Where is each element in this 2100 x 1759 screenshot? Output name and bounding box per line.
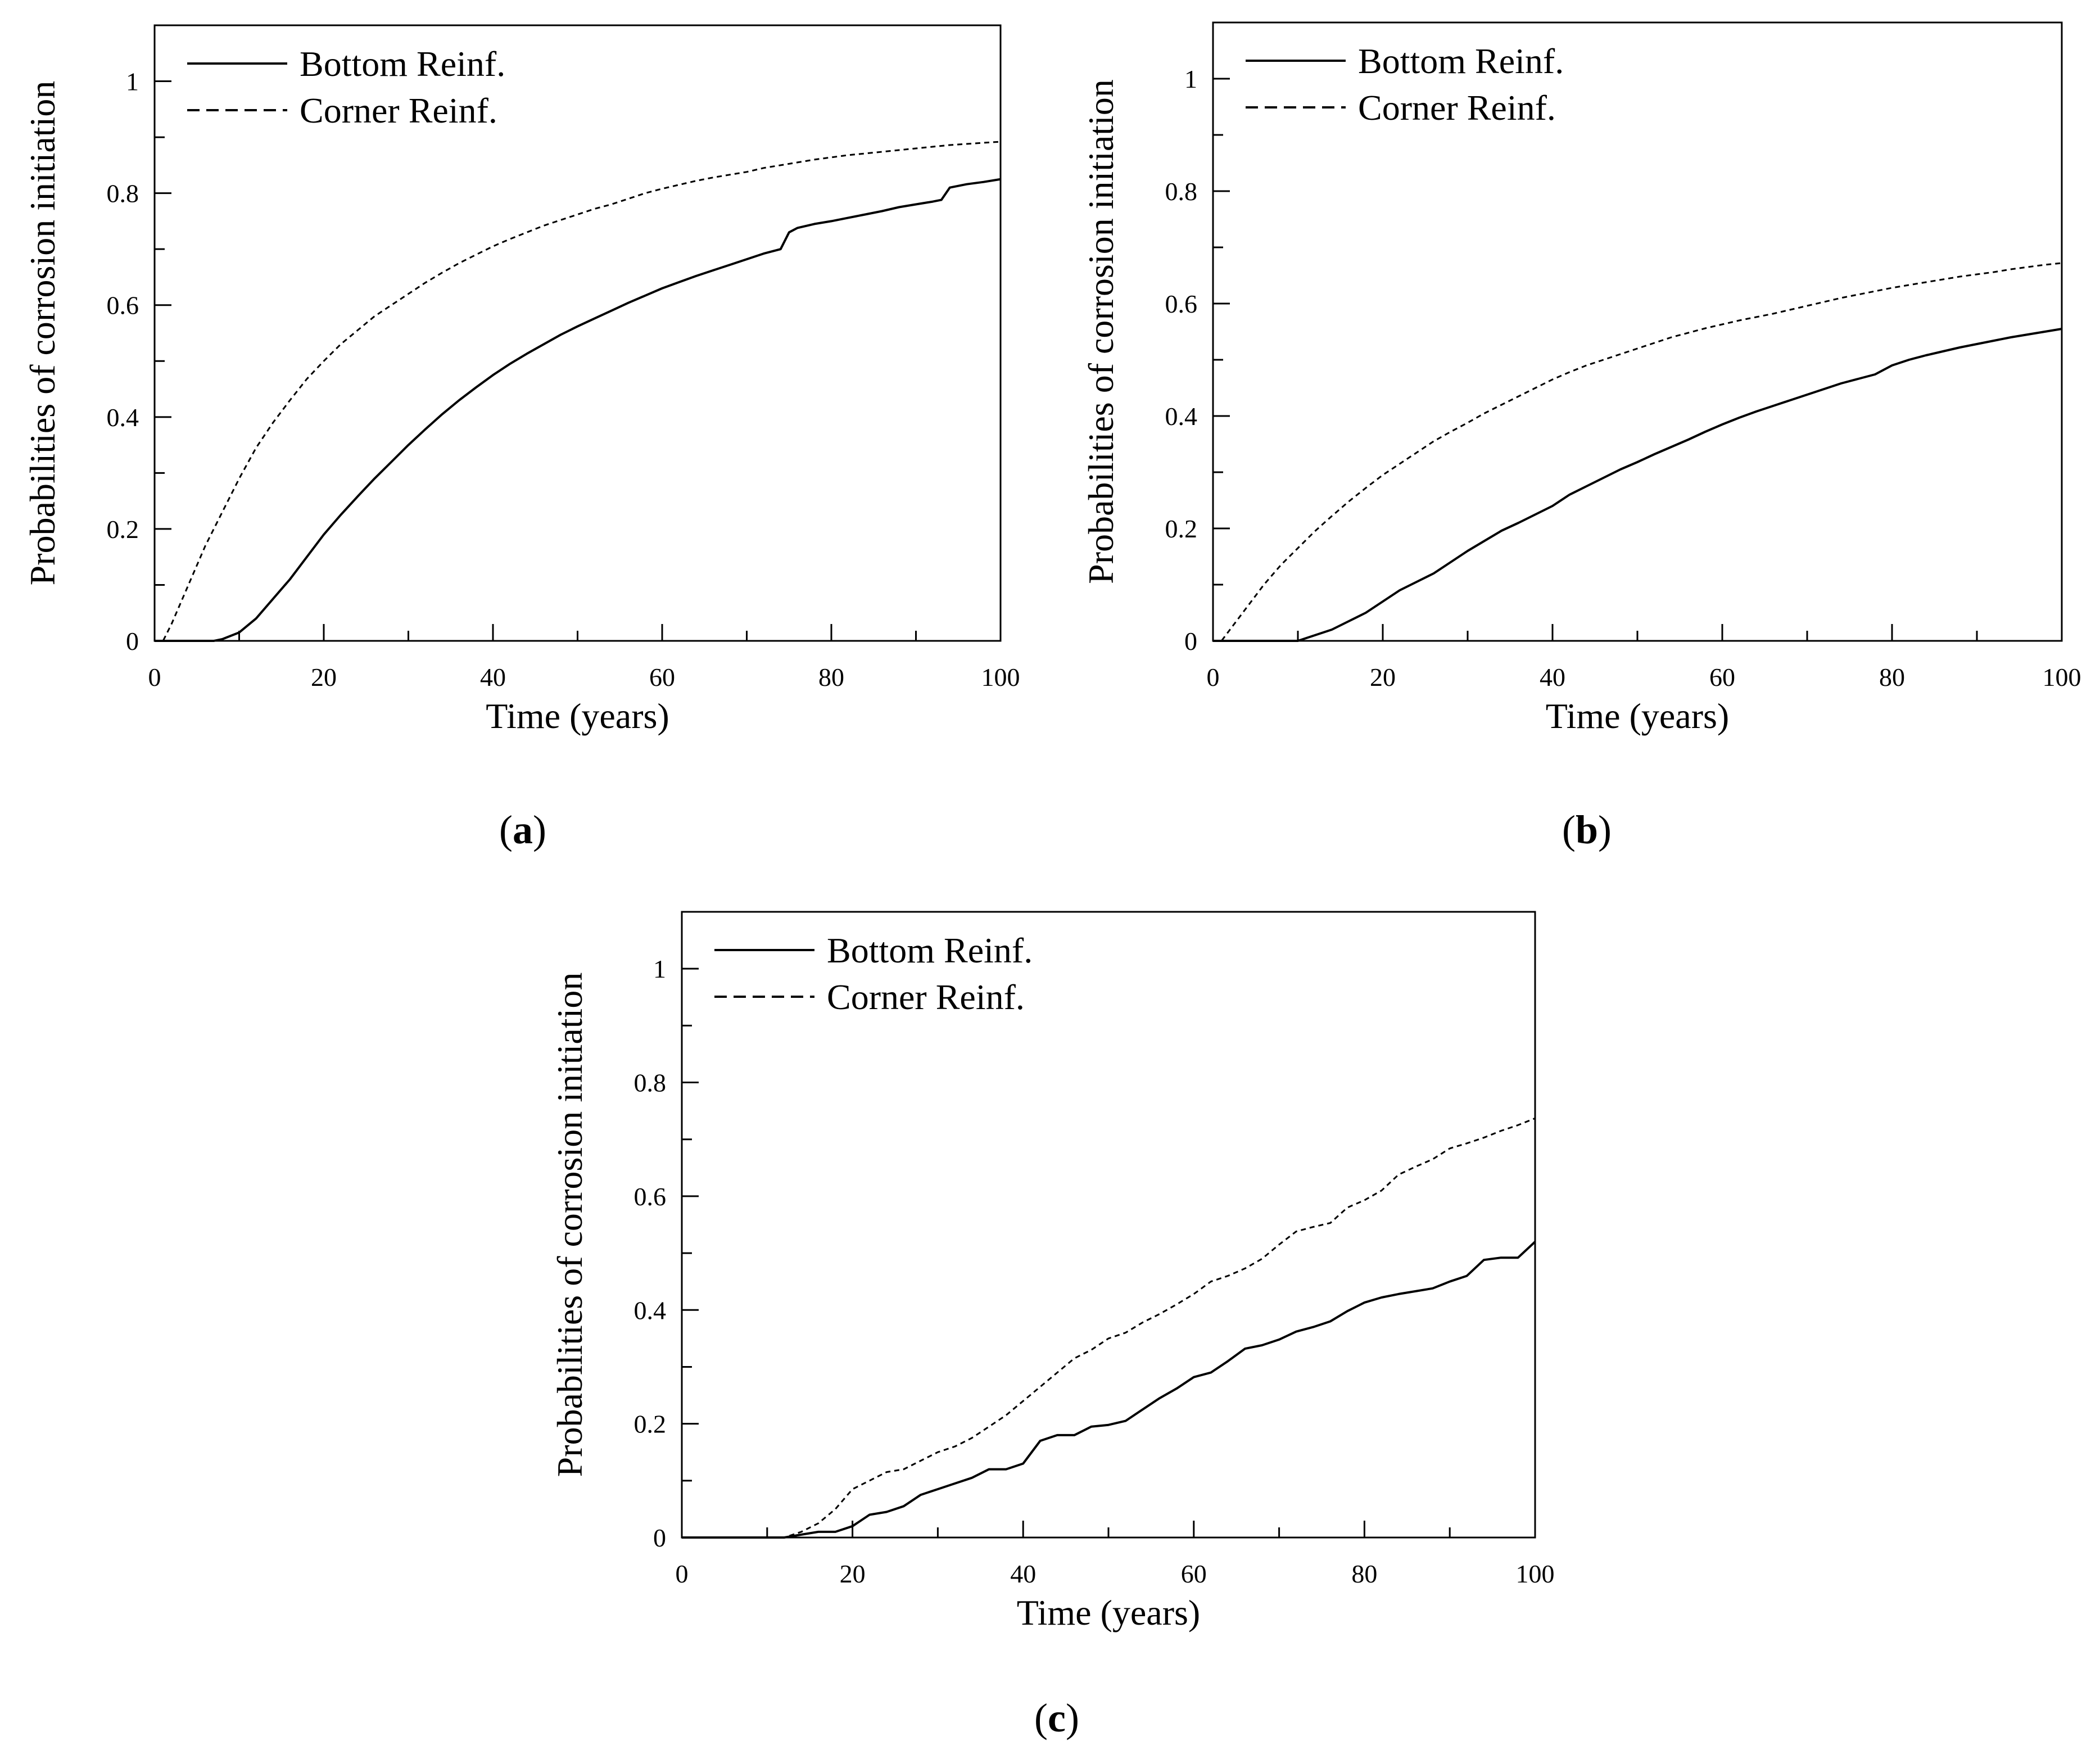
series-line-bottom-reinf (155, 178, 1001, 642)
series-line-bottom-reinf (682, 1241, 1536, 1539)
y-tick-label: 0.2 (1165, 514, 1198, 543)
y-tick-label: 0.4 (107, 403, 139, 432)
x-tick-label: 40 (1010, 1559, 1036, 1588)
x-tick-label: 40 (1540, 663, 1565, 691)
y-tick-label: 0.8 (107, 179, 139, 208)
y-tick-label: 0.2 (634, 1410, 667, 1439)
x-tick-label: 60 (649, 663, 675, 691)
x-tick-label: 100 (2043, 663, 2081, 691)
x-tick-label: 40 (480, 663, 506, 691)
legend-label-bottom-reinf: Bottom Reinf. (1358, 41, 1564, 81)
y-tick-label: 0 (653, 1523, 666, 1552)
y-tick-label: 0.4 (634, 1296, 667, 1324)
y-axis-title: Probabilities of corrosion initiation (22, 81, 62, 586)
legend-label-bottom-reinf: Bottom Reinf. (300, 44, 505, 84)
legend-label-corner-reinf: Corner Reinf. (1358, 88, 1556, 128)
x-tick-label: 0 (148, 663, 161, 691)
y-tick-label: 1 (653, 955, 666, 983)
x-tick-label: 20 (840, 1559, 866, 1588)
y-tick-label: 0.8 (1165, 177, 1198, 206)
series-line-bottom-reinf (1213, 328, 2062, 642)
series-line-corner-reinf (1213, 262, 2062, 642)
x-tick-label: 0 (1207, 663, 1220, 691)
y-tick-label: 0.8 (634, 1069, 667, 1097)
panel-label: (c) (1034, 1695, 1079, 1740)
x-tick-label: 80 (1879, 663, 1905, 691)
x-tick-label: 100 (1516, 1559, 1555, 1588)
legend-label-bottom-reinf: Bottom Reinf. (827, 930, 1033, 970)
legend-label-corner-reinf: Corner Reinf. (827, 977, 1025, 1017)
y-tick-label: 1 (1184, 65, 1197, 93)
x-tick-label: 80 (1351, 1559, 1377, 1588)
x-tick-label: 100 (981, 663, 1020, 691)
x-axis-title: Time (years) (486, 696, 669, 736)
y-axis-title: Probabilities of corrosion initiation (550, 973, 590, 1477)
chart-panel-c: 0 20 40 60 80 100 0 0.2 0.4 0.6 0.8 1 Time (years) Pr… (550, 911, 1555, 1740)
x-tick-label: 0 (676, 1559, 689, 1588)
series-line-corner-reinf (682, 1117, 1536, 1539)
y-tick-label: 0.6 (107, 291, 139, 320)
chart-panel-b: 0 20 40 60 80 100 0 0.2 0.4 0.6 0.8 1 Time (years) Pr… (1081, 21, 2081, 852)
x-tick-label: 20 (1370, 663, 1396, 691)
y-axis-title: Probabilities of corrosion initiation (1081, 79, 1121, 584)
x-tick-label: 60 (1181, 1559, 1207, 1588)
x-tick-label: 60 (1709, 663, 1735, 691)
x-tick-label: 20 (311, 663, 337, 691)
y-tick-label: 0.4 (1165, 402, 1198, 431)
x-tick-label: 80 (818, 663, 844, 691)
x-axis-title: Time (years) (1546, 696, 1729, 736)
y-tick-label: 0 (126, 627, 139, 655)
x-axis-title: Time (years) (1017, 1593, 1200, 1633)
y-tick-label: 0.6 (634, 1182, 667, 1211)
y-tick-label: 0 (1184, 627, 1197, 655)
y-tick-label: 0.6 (1165, 290, 1198, 318)
panel-label: (b) (1562, 807, 1612, 852)
chart-panel-a: 0 20 40 60 80 100 0 0.2 0.4 0.6 0.8 1 Time (years) Pr… (22, 24, 1020, 852)
y-tick-label: 1 (126, 67, 139, 96)
legend-label-corner-reinf: Corner Reinf. (300, 91, 497, 130)
y-tick-label: 0.2 (107, 515, 139, 544)
panel-label: (a) (499, 807, 546, 852)
